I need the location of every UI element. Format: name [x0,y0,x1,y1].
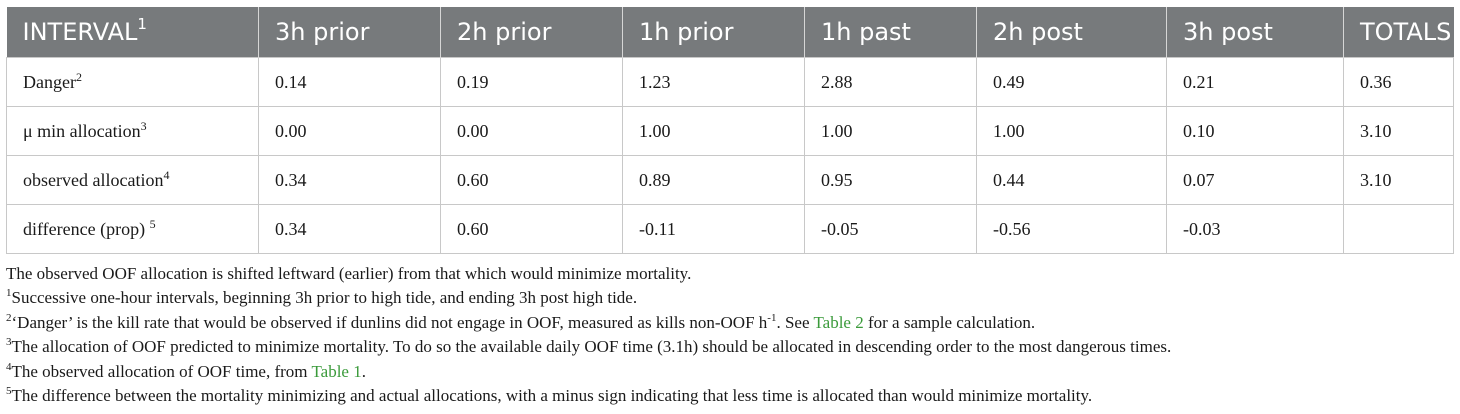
table-cell: 0.19 [440,57,623,107]
unit-exponent: -1 [767,311,777,324]
footnote-text: The observed allocation of OOF time, fro… [11,361,312,381]
footnote-text: for a sample calculation. [863,312,1036,332]
table-1-link[interactable]: Table 1 [311,361,362,381]
footnote-main: The observed OOF allocation is shifted l… [6,264,692,283]
table-cell: 0.00 [258,106,441,156]
footnote-marker: 1 [6,287,12,300]
table-cell: -0.56 [976,204,1167,254]
header-interval-footnote: 1 [137,15,147,33]
table-cell: -0.11 [622,204,805,254]
header-2h-prior: 2h prior [440,7,623,58]
table-row-min-allocation: μ min allocation3 0.00 0.00 1.00 1.00 1.… [6,106,1454,156]
row-label: Danger2 [6,57,259,107]
table-cell: 0.10 [1166,106,1344,156]
table-footnotes: The observed OOF allocation is shifted l… [6,262,1453,408]
row-label: μ min allocation3 [6,106,259,156]
footnote-marker: 2 [6,311,12,324]
table-cell: 1.00 [622,106,805,156]
row-label: observed allocation4 [6,155,259,205]
row-label-text: difference (prop) [23,218,150,239]
header-totals: TOTALS [1343,7,1454,58]
footnote-marker: 3 [6,336,12,349]
row-label-text: observed allocation [23,169,164,190]
table-cell: 3.10 [1343,155,1454,205]
table-cell: 0.00 [440,106,623,156]
row-footnote-ref: 4 [163,167,170,182]
allocation-table: INTERVAL1 3h prior 2h prior 1h prior 1h … [6,7,1454,254]
table-cell: 2.88 [804,57,977,107]
footnote-marker: 4 [6,360,12,373]
header-1h-past: 1h past [804,7,977,58]
table-cell [1343,204,1454,254]
row-footnote-ref: 3 [140,118,147,133]
table-cell: 0.44 [976,155,1167,205]
row-label-text: μ min allocation [23,120,141,141]
footnote-3: 3The allocation of OOF predicted to mini… [6,335,1453,359]
table-cell: 1.00 [804,106,977,156]
footnote-text: . [361,361,366,381]
footnote-marker: 5 [6,384,12,397]
header-3h-prior: 3h prior [258,7,441,58]
footnote-text: Successive one-hour intervals, beginning… [11,288,638,308]
footnote-2: 2‘Danger’ is the kill rate that would be… [6,311,1453,335]
table-row-danger: Danger2 0.14 0.19 1.23 2.88 0.49 0.21 0.… [6,57,1454,107]
table-cell: -0.03 [1166,204,1344,254]
row-label-text: Danger [23,71,76,92]
table-row-difference: difference (prop) 5 0.34 0.60 -0.11 -0.0… [6,204,1454,254]
table-cell: 0.95 [804,155,977,205]
header-2h-post: 2h post [976,7,1167,58]
row-footnote-ref: 2 [75,69,82,84]
table-row-observed-allocation: observed allocation4 0.34 0.60 0.89 0.95… [6,155,1454,205]
table-cell: -0.05 [804,204,977,254]
header-interval: INTERVAL1 [6,7,259,58]
table-cell: 0.49 [976,57,1167,107]
footnote-1: 1Successive one-hour intervals, beginnin… [6,286,1453,310]
row-footnote-ref: 5 [149,216,156,231]
footnote-4: 4The observed allocation of OOF time, fr… [6,360,1453,384]
footnote-text: ‘Danger’ is the kill rate that would be … [11,312,768,332]
table-cell: 0.34 [258,204,441,254]
header-row: INTERVAL1 3h prior 2h prior 1h prior 1h … [6,7,1454,58]
header-1h-prior: 1h prior [622,7,805,58]
table-cell: 0.36 [1343,57,1454,107]
header-interval-label: INTERVAL [22,18,138,46]
table-cell: 0.89 [622,155,805,205]
table-2-link[interactable]: Table 2 [813,312,864,332]
table-cell: 0.60 [440,155,623,205]
table-cell: 1.00 [976,106,1167,156]
table-cell: 0.34 [258,155,441,205]
row-label: difference (prop) 5 [6,204,259,254]
table-cell: 0.60 [440,204,623,254]
footnote-text: . See [776,312,814,332]
footnote-text: The allocation of OOF predicted to minim… [11,337,1172,357]
table-cell: 1.23 [622,57,805,107]
footnote-5: 5The difference between the mortality mi… [6,384,1453,408]
table-cell: 0.07 [1166,155,1344,205]
table-cell: 3.10 [1343,106,1454,156]
header-3h-post: 3h post [1166,7,1344,58]
table-cell: 0.21 [1166,57,1344,107]
table-wrapper: INTERVAL1 3h prior 2h prior 1h prior 1h … [6,7,1454,408]
table-cell: 0.14 [258,57,441,107]
footnote-text: The difference between the mortality min… [11,385,1093,405]
